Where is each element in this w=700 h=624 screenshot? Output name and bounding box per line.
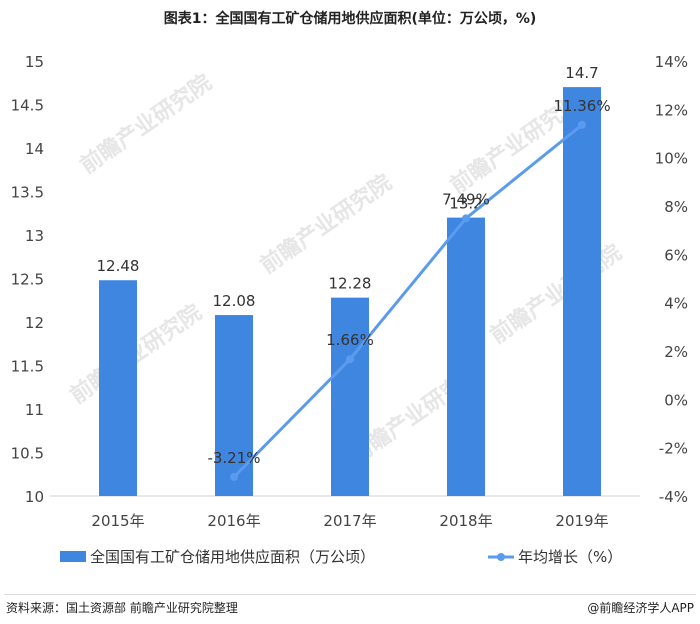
source-note: 资料来源：国土资源部 前瞻产业研究院整理 <box>6 601 238 615</box>
bar <box>99 280 137 496</box>
x-tick-label: 2018年 <box>439 512 492 530</box>
x-tick-label: 2017年 <box>323 512 376 530</box>
right-tick-label: 0% <box>664 391 688 409</box>
line-value-label: 11.36% <box>553 97 610 115</box>
bar-series: 12.48 12.08 12.28 13.2 14.7 <box>97 64 601 496</box>
brand-label: @前瞻经济学人APP <box>587 601 694 615</box>
right-tick-label: -4% <box>659 488 688 506</box>
left-tick-label: 13.5 <box>11 184 44 202</box>
right-tick-label: 12% <box>655 101 688 119</box>
left-tick-label: 12.5 <box>11 271 44 289</box>
legend-line-marker <box>497 553 505 561</box>
right-tick-label: 14% <box>655 53 688 71</box>
line-point <box>462 214 470 223</box>
right-y-axis: -4% -2% 0% 2% 4% 6% 8% 10% 12% 14% <box>655 53 688 506</box>
left-tick-label: 11 <box>25 401 44 419</box>
right-tick-label: 2% <box>664 343 688 361</box>
left-tick-label: 11.5 <box>11 358 44 376</box>
bar-value-label: 12.48 <box>97 257 140 275</box>
x-tick-label: 2015年 <box>91 512 144 530</box>
growth-line <box>232 123 583 478</box>
line-value-label: 7.49% <box>442 190 490 208</box>
right-tick-label: 4% <box>664 295 688 313</box>
bar <box>215 315 253 496</box>
line-point <box>346 355 354 364</box>
x-axis-categories: 2015年 2016年 2017年 2018年 2019年 <box>91 512 608 530</box>
bar <box>331 297 369 496</box>
line-value-label: 1.66% <box>326 331 374 349</box>
bar <box>447 217 485 496</box>
left-tick-label: 14.5 <box>11 97 44 115</box>
right-tick-label: 6% <box>664 246 688 264</box>
right-tick-label: 10% <box>655 150 688 168</box>
legend-line-label: 年均增长（%） <box>518 548 622 566</box>
combo-chart: 前瞻产业研究院前瞻产业研究院前瞻产业研究院前瞻产业研究院前瞻产业研究院前瞻产业研… <box>11 53 688 566</box>
legend: 全国国有工矿仓储用地供应面积（万公顷） 年均增长（%） <box>60 548 622 566</box>
legend-bar-swatch <box>60 551 86 562</box>
watermark-text: 前瞻产业研究院 <box>255 169 396 279</box>
bar-value-label: 14.7 <box>565 64 598 82</box>
bar-value-label: 12.28 <box>329 275 372 293</box>
bar-value-label: 12.08 <box>213 292 256 310</box>
left-y-axis: 10 10.5 11 11.5 12 12.5 13 13.5 14 14.5 15 <box>11 53 44 506</box>
x-tick-label: 2016年 <box>207 512 260 530</box>
bar-value-label: 13.2 <box>449 195 482 213</box>
line-point <box>578 120 586 129</box>
left-tick-label: 13 <box>25 227 44 245</box>
left-tick-label: 12 <box>25 314 44 332</box>
left-tick-label: 15 <box>25 53 44 71</box>
left-tick-label: 10 <box>25 488 44 506</box>
footer: 资料来源：国土资源部 前瞻产业研究院整理 @前瞻经济学人APP <box>4 594 696 615</box>
left-tick-label: 14 <box>25 140 44 158</box>
bar <box>563 87 601 496</box>
right-tick-label: -2% <box>659 440 688 458</box>
right-tick-label: 8% <box>664 198 688 216</box>
x-tick-label: 2019年 <box>555 512 608 530</box>
left-tick-label: 10.5 <box>11 445 44 463</box>
line-value-label: -3.21% <box>207 449 260 467</box>
watermark-text: 前瞻产业研究院 <box>75 69 216 179</box>
chart-title: 图表1：全国国有工矿仓储用地供应面积(单位：万公顷，%) <box>163 11 537 27</box>
watermark-text: 前瞻产业研究院 <box>485 239 626 349</box>
line-series: -3.21% 1.66% 7.49% 11.36% <box>207 97 611 481</box>
line-point <box>230 472 238 481</box>
legend-bar-label: 全国国有工矿仓储用地供应面积（万公顷） <box>90 548 375 566</box>
